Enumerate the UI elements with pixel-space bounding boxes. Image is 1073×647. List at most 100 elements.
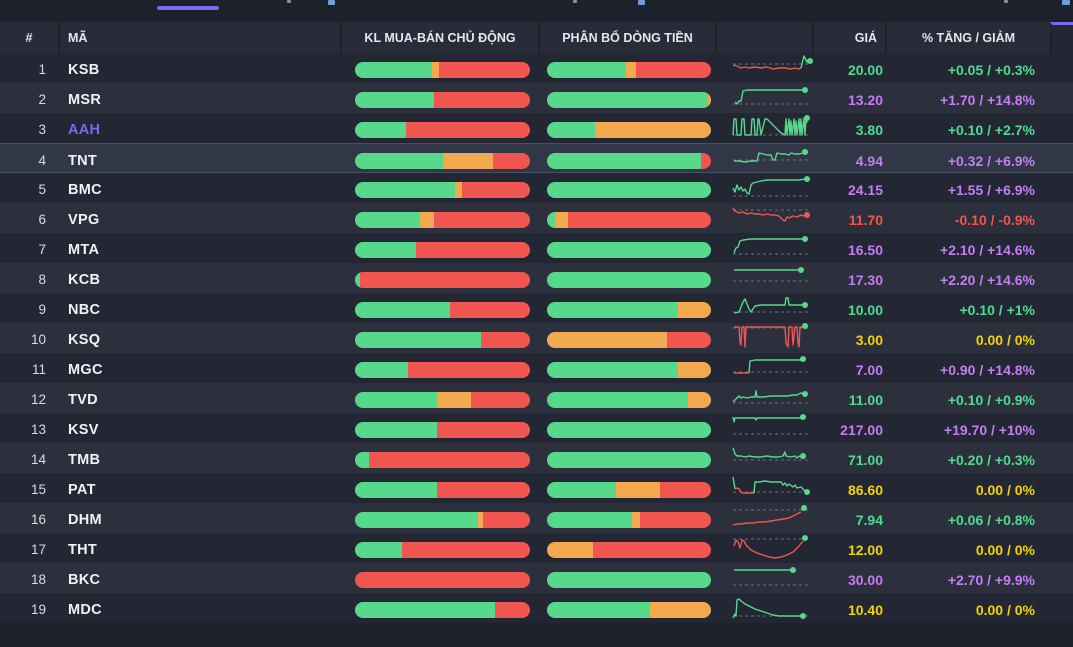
header-ticker[interactable]: MÃ [58, 22, 340, 53]
table-row[interactable]: 13 KSV 217.00 +19.70 / +10% [0, 413, 1073, 443]
table-row[interactable]: 11 MGC 7.00 +0.90 / +14.8% [0, 353, 1073, 383]
money-flow-bar-segment-green [547, 121, 595, 138]
ticker-symbol[interactable]: MGC [68, 361, 103, 378]
active-buy-sell-bar [355, 271, 530, 288]
cropped-text-remnant [638, 0, 645, 5]
change-value: +0.10 / +2.7% [947, 121, 1035, 138]
active-buy-sell-bar-segment-red [437, 481, 530, 498]
sparkline-last-point [802, 149, 808, 155]
header-active-volume[interactable]: KL MUA-BÁN CHỦ ĐỘNG [340, 22, 538, 53]
price-value: 7.00 [855, 361, 883, 378]
sparkline-last-point [804, 115, 810, 121]
header-index[interactable]: # [25, 30, 33, 45]
sparkline-last-point [798, 267, 804, 273]
money-flow-bar-segment-orange [625, 61, 636, 78]
active-buy-sell-bar [355, 331, 530, 348]
active-buy-sell-bar [355, 421, 530, 438]
active-buy-sell-bar-segment-red [495, 601, 530, 618]
table-row[interactable]: 10 KSQ 3.00 0.00 / 0% [0, 323, 1073, 353]
change-value: +0.06 / +0.8% [947, 511, 1035, 528]
price-sparkline [733, 567, 811, 586]
money-flow-bar-segment-orange [650, 601, 711, 618]
ticker-symbol[interactable]: KSQ [68, 331, 101, 348]
table-row[interactable]: 17 THT 12.00 0.00 / 0% [0, 533, 1073, 563]
active-buy-sell-bar-segment-orange [432, 61, 439, 78]
price-value: 10.00 [847, 301, 883, 318]
sparkline-last-point [790, 567, 796, 573]
row-index: 1 [38, 62, 46, 77]
change-value: +19.70 / +10% [943, 421, 1035, 438]
ticker-symbol[interactable]: MDC [68, 601, 102, 618]
active-buy-sell-bar-segment-green [355, 481, 438, 498]
cropped-text-remnant [573, 0, 577, 3]
table-row[interactable]: 18 BKC 30.00 +2.70 / +9.9% [0, 563, 1073, 593]
active-buy-sell-bar-segment-red [437, 421, 530, 438]
active-buy-sell-bar [355, 541, 530, 558]
ticker-symbol[interactable]: KSV [68, 421, 99, 438]
cropped-text-remnant [1062, 0, 1070, 5]
ticker-symbol[interactable]: VPG [68, 211, 100, 228]
table-row[interactable]: 19 MDC 10.40 0.00 / 0% [0, 593, 1073, 623]
sparkline-last-point [802, 236, 808, 242]
header-money-flow[interactable]: PHÂN BỔ DÒNG TIỀN [538, 22, 715, 53]
table-row[interactable]: 7 MTA 16.50 +2.10 / +14.6% [0, 233, 1073, 263]
price-sparkline [733, 535, 811, 559]
ticker-symbol[interactable]: DHM [68, 511, 102, 528]
table-row[interactable]: 5 BMC 24.15 +1.55 / +6.9% [0, 173, 1073, 203]
sparkline-last-point [802, 87, 808, 93]
ticker-symbol[interactable]: TMB [68, 451, 101, 468]
change-value: +0.10 / +0.9% [947, 391, 1035, 408]
money-flow-bar-segment-green [547, 271, 711, 288]
price-sparkline [733, 323, 811, 348]
money-flow-bar-segment-orange [547, 331, 667, 348]
money-flow-bar-segment-green [547, 211, 556, 228]
ticker-symbol[interactable]: MSR [68, 91, 102, 108]
active-buy-sell-bar-segment-green [355, 601, 495, 618]
ticker-symbol[interactable]: KCB [68, 271, 101, 288]
price-value: 71.00 [847, 451, 883, 468]
money-flow-bar [547, 421, 711, 438]
header-price[interactable]: GIÁ [812, 22, 885, 53]
table-row[interactable]: 4 TNT 4.94 +0.32 / +6.9% [0, 143, 1073, 173]
table-row[interactable]: 3 AAH 3.80 +0.10 / +2.7% [0, 113, 1073, 143]
table-row[interactable]: 1 KSB 20.00 +0.05 / +0.3% [0, 53, 1073, 83]
ticker-symbol[interactable]: TNT [68, 152, 98, 169]
row-index: 6 [38, 212, 46, 227]
money-flow-bar [547, 541, 711, 558]
active-buy-sell-bar-segment-orange [437, 391, 471, 408]
sparkline-last-point [800, 356, 806, 362]
header-change[interactable]: % TĂNG / GIẢM [885, 22, 1050, 53]
active-buy-sell-bar-segment-green [355, 241, 417, 258]
ticker-symbol[interactable]: BMC [68, 181, 102, 198]
ticker-symbol[interactable]: KSB [68, 61, 100, 78]
active-tab-indicator [157, 6, 219, 10]
change-value: +0.32 / +6.9% [947, 152, 1035, 169]
cropped-text-remnant [1004, 0, 1008, 3]
active-buy-sell-bar-segment-red [449, 301, 530, 318]
money-flow-bar-segment-orange [678, 301, 711, 318]
table-row[interactable]: 12 TVD 11.00 +0.10 / +0.9% [0, 383, 1073, 413]
ticker-symbol[interactable]: BKC [68, 571, 101, 588]
active-buy-sell-bar-segment-orange [442, 152, 494, 169]
ticker-symbol[interactable]: TVD [68, 391, 98, 408]
ticker-symbol[interactable]: THT [68, 541, 98, 558]
active-buy-sell-bar-segment-green [355, 511, 478, 528]
table-row[interactable]: 15 PAT 86.60 0.00 / 0% [0, 473, 1073, 503]
price-value: 13.20 [847, 91, 883, 108]
price-sparkline [732, 55, 813, 70]
price-sparkline [732, 598, 811, 619]
change-value: -0.10 / -0.9% [954, 211, 1035, 228]
table-row[interactable]: 6 VPG 11.70 -0.10 / -0.9% [0, 203, 1073, 233]
table-row[interactable]: 9 NBC 10.00 +0.10 / +1% [0, 293, 1073, 323]
ticker-symbol[interactable]: PAT [68, 481, 96, 498]
ticker-symbol[interactable]: AAH [68, 121, 101, 138]
ticker-symbol[interactable]: NBC [68, 301, 101, 318]
ticker-symbol[interactable]: MTA [68, 241, 100, 258]
money-flow-bar-segment-orange [707, 91, 711, 108]
table-row[interactable]: 14 TMB 71.00 +0.20 / +0.3% [0, 443, 1073, 473]
change-value: 0.00 / 0% [975, 601, 1035, 618]
price-sparkline [733, 236, 811, 255]
table-row[interactable]: 16 DHM 7.94 +0.06 / +0.8% [0, 503, 1073, 533]
table-row[interactable]: 8 KCB 17.30 +2.20 / +14.6% [0, 263, 1073, 293]
table-row[interactable]: 2 MSR 13.20 +1.70 / +14.8% [0, 83, 1073, 113]
